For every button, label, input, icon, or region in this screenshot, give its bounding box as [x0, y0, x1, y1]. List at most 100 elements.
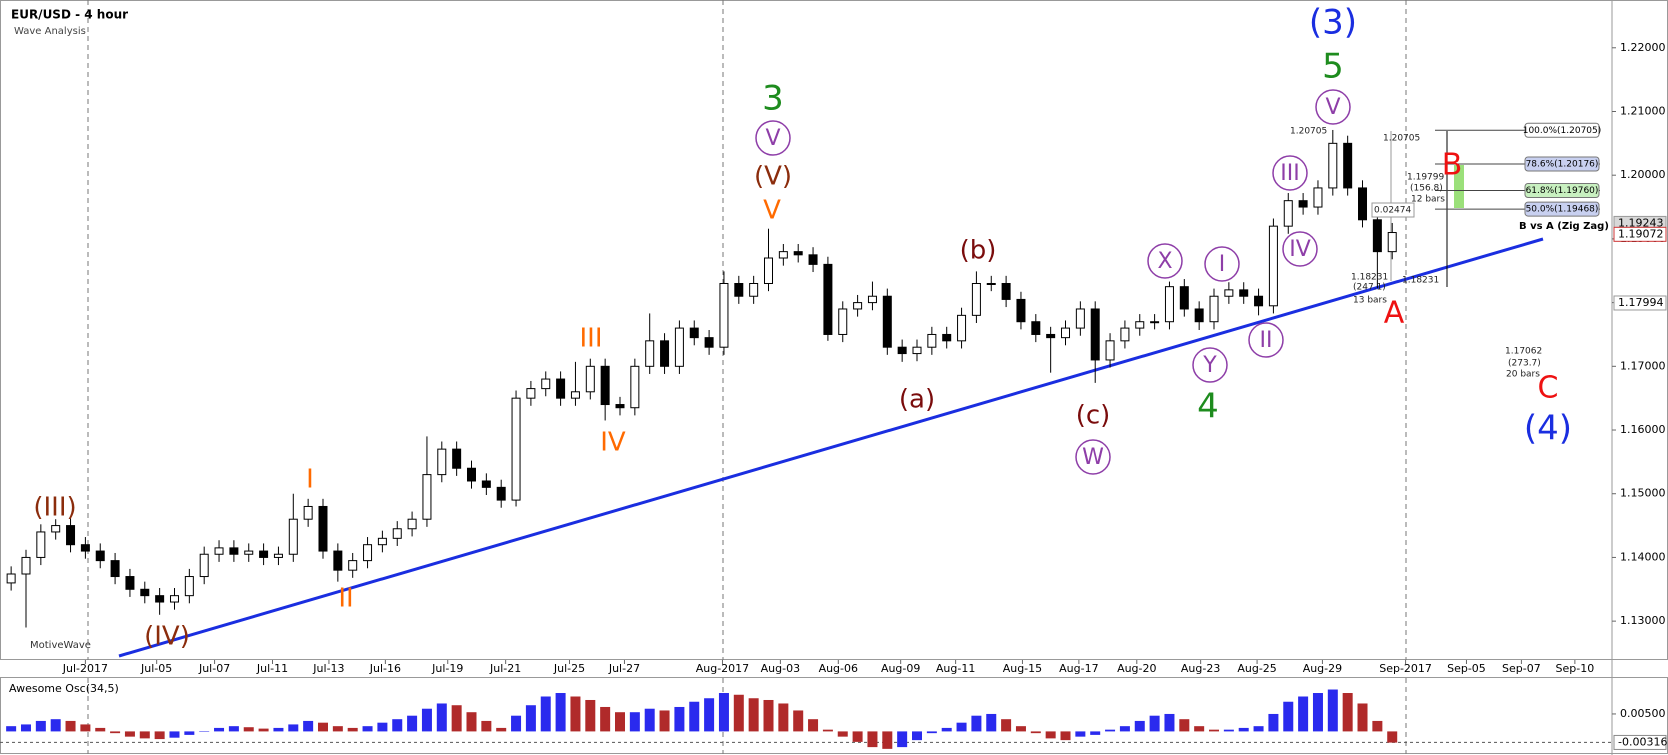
wave-label: V: [763, 196, 781, 226]
osc-bar: [258, 728, 269, 732]
candle-body: [689, 327, 699, 339]
osc-bar: [1327, 689, 1338, 732]
osc-bar: [837, 731, 848, 737]
candle-body: [110, 560, 120, 578]
osc-bar: [1357, 703, 1368, 732]
price-tag: [1613, 295, 1667, 311]
osc-bar: [1298, 696, 1309, 732]
candle-body: [1268, 225, 1278, 307]
osc-bar: [1119, 726, 1130, 732]
osc-bar: [793, 710, 804, 732]
osc-bar: [110, 731, 121, 734]
osc-bar: [95, 727, 106, 732]
osc-tick-label: 0.00500: [1620, 707, 1666, 720]
wave-circle: [1147, 243, 1183, 279]
candle-body: [1254, 295, 1264, 307]
osc-bar: [570, 696, 581, 732]
candle-body: [1298, 200, 1308, 208]
watermark: MotiveWave: [30, 640, 91, 651]
candle-body: [645, 340, 655, 367]
candle-body: [184, 576, 194, 597]
candle-body: [971, 282, 981, 316]
wave-circle: [1075, 439, 1111, 475]
wave-label: III: [1280, 161, 1299, 186]
candle-body: [986, 282, 996, 285]
note: 1.18231: [1351, 273, 1388, 283]
candle-body: [1046, 333, 1056, 339]
osc-bar: [525, 705, 536, 732]
osc-bar: [124, 731, 135, 737]
candle-body: [273, 553, 283, 558]
wave-label: 5: [1322, 47, 1344, 87]
fib-label-box: [1524, 201, 1600, 217]
osc-bar: [481, 720, 492, 732]
osc-bar: [1030, 731, 1041, 734]
price-tag: [1613, 226, 1667, 242]
x-tick-label: Jul-05: [140, 662, 172, 675]
candle-body: [1001, 282, 1011, 300]
osc-bar: [199, 731, 210, 732]
candle-body: [600, 365, 610, 406]
x-tick-label: Jul-07: [198, 662, 230, 675]
candle-body: [377, 537, 387, 546]
candle-body: [348, 560, 358, 571]
candle-body: [452, 448, 462, 469]
wave-label: 3: [762, 79, 784, 119]
wave-circle: [1282, 231, 1318, 267]
candle-body: [615, 404, 625, 409]
candle-body: [764, 257, 774, 284]
osc-bar: [778, 703, 789, 732]
x-tick-label: Aug-09: [881, 662, 920, 675]
candle-body: [660, 340, 670, 367]
candle-body: [749, 282, 759, 297]
y-tick-label: 1.20000: [1620, 168, 1666, 181]
candle-body: [392, 528, 402, 539]
x-tick-label: Sep-10: [1556, 662, 1595, 675]
candle-body: [942, 333, 952, 342]
candle-body: [1031, 321, 1041, 335]
candle-body: [882, 295, 892, 348]
x-tick-label: Jul-13: [312, 662, 344, 675]
candle-body: [912, 346, 922, 355]
candle-body: [36, 531, 46, 558]
osc-bar: [808, 719, 819, 732]
candle-body: [51, 525, 61, 533]
candle-body: [140, 588, 150, 597]
x-tick-label: Aug-2017: [696, 662, 749, 675]
candle-body: [259, 550, 269, 558]
osc-bar: [347, 727, 358, 732]
osc-bar: [615, 712, 625, 732]
fib-label: 100.0%(1.20705): [1523, 126, 1602, 136]
fib-label-box: [1524, 182, 1600, 198]
candle-body: [1194, 308, 1204, 323]
wave-label: I: [1219, 252, 1226, 277]
osc-bar: [1372, 720, 1383, 732]
candle-body: [1150, 321, 1160, 324]
osc-bar: [540, 696, 551, 732]
candle-body: [422, 474, 432, 520]
x-tick-label: Jul-25: [553, 662, 585, 675]
wave-label: V: [1325, 95, 1340, 120]
osc-bar: [1312, 693, 1323, 732]
candle-body: [927, 333, 937, 348]
fib-label-box: [1524, 156, 1600, 172]
osc-current-label: -0.00316: [1618, 735, 1667, 748]
osc-bar: [748, 698, 759, 732]
osc-bar: [436, 703, 447, 732]
osc-bar: [407, 715, 418, 732]
candle-body: [1328, 142, 1338, 189]
osc-bar: [421, 708, 432, 732]
osc-bar: [585, 699, 596, 732]
candle-body: [808, 254, 818, 265]
fib-title: B vs A (Zig Zag): [1519, 221, 1609, 232]
candle-body: [793, 251, 803, 256]
osc-bar: [1015, 726, 1026, 732]
candle-body: [333, 550, 343, 571]
x-tick-label: Jul-2017: [62, 662, 108, 675]
candle-body: [1372, 219, 1382, 253]
x-tick-label: Aug-20: [1117, 662, 1156, 675]
candle-body: [169, 595, 179, 603]
osc-bar: [897, 731, 908, 748]
osc-bar: [154, 731, 165, 740]
candle-body: [1387, 232, 1397, 253]
